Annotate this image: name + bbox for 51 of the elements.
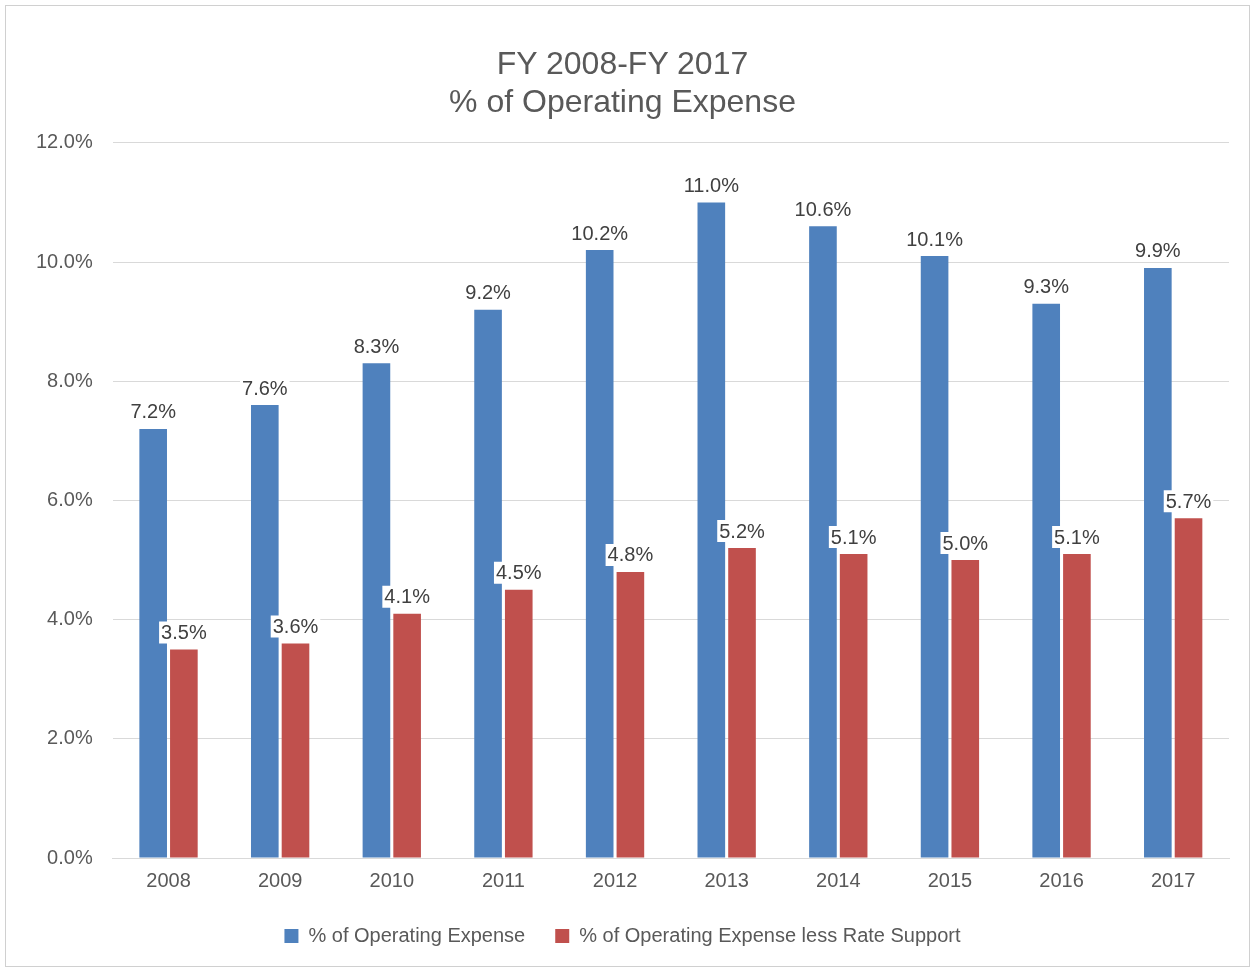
x-tick-label: 2009 [257,868,303,891]
data-label: 11.0% [683,173,740,196]
text: % of Operating Expense [449,83,796,120]
x-tick-label: 2012 [592,868,638,891]
text: FY 2008-FY 2017 [496,45,749,82]
data-label: 10.1% [906,227,964,250]
data-label: 5.1% [1054,525,1100,548]
data-label: 5.7% [1165,489,1212,512]
data-label: 7.2% [130,400,177,423]
x-tick-label: 2017 [1150,868,1196,891]
bar [728,548,756,858]
x-tick-label: 2014 [816,868,861,891]
data-label: 5.0% [942,531,989,554]
data-label: 9.9% [1135,239,1181,262]
data-label: 5.1% [830,525,877,548]
x-tick-label: 2011 [481,868,525,891]
data-label: 4.5% [495,561,542,584]
legend-label: % of Operating Expense less Rate Support [579,923,962,946]
y-tick-label: 10.0% [35,249,93,272]
bar [951,560,980,858]
y-tick-label: 2.0% [47,726,93,749]
data-label: 4.8% [607,543,654,566]
bar [1174,518,1203,858]
bar [393,613,421,858]
data-label: 9.3% [1023,275,1070,298]
y-tick-label: 12.0% [35,130,93,153]
bar [504,589,533,858]
y-tick-label: 4.0% [47,607,93,630]
bar [616,571,645,858]
data-label: 3.5% [161,620,207,643]
data-label: 10.6% [794,197,852,220]
bar [839,554,868,858]
data-label: 8.3% [353,334,400,357]
x-tick-label: 2016 [1039,868,1084,891]
bar [1063,554,1091,858]
data-label: 10.2% [571,221,629,244]
data-label: 5.2% [719,519,766,542]
bar [170,649,198,858]
x-tick-label: 2008 [146,868,191,891]
y-tick-label: 6.0% [47,487,93,510]
x-tick-label: 2015 [927,868,973,891]
legend-label: % of Operating Expense [308,923,526,946]
data-label: 3.6% [272,614,319,637]
y-tick-label: 8.0% [47,368,93,391]
data-label: 7.6% [242,376,288,399]
x-tick-label: 2010 [369,868,415,891]
x-tick-label: 2013 [704,868,749,891]
bar [281,643,310,858]
data-label: 9.2% [465,281,512,304]
y-tick-label: 0.0% [47,845,93,868]
data-label: 4.1% [384,585,431,608]
